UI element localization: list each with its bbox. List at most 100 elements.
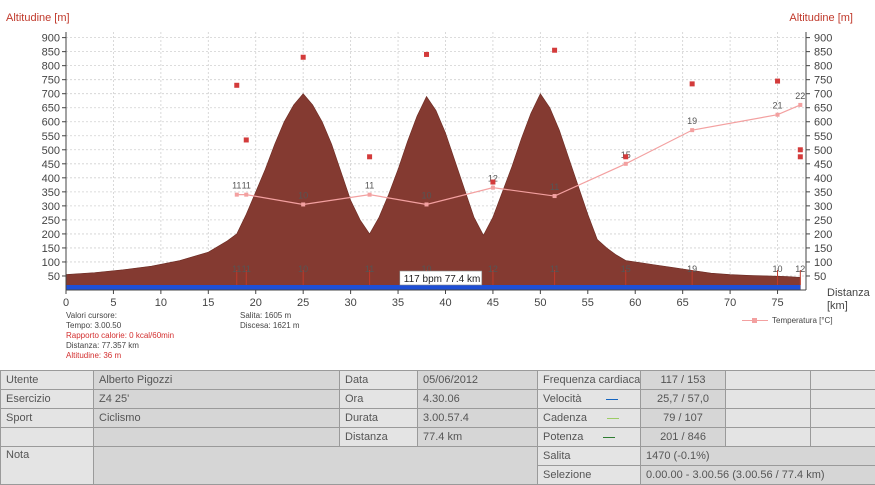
speed-line-icon <box>606 399 618 400</box>
hr-point <box>244 137 249 142</box>
y-tick-label-right: 300 <box>814 201 832 213</box>
cursor-time: Tempo: 3.00.50 <box>66 321 174 331</box>
y-tick-label-right: 250 <box>814 215 832 227</box>
date-value[interactable]: 05/06/2012 <box>418 371 538 390</box>
hr-point <box>798 147 803 152</box>
sport-label: Sport <box>1 409 94 428</box>
time-value[interactable]: 4.30.06 <box>418 390 538 409</box>
y-tick-label-left: 450 <box>42 159 60 171</box>
distance-value[interactable]: 77.4 km <box>418 428 538 447</box>
x-tick-label: 0 <box>63 297 69 309</box>
temperature-point <box>690 128 694 132</box>
y-tick-label-right: 650 <box>814 103 832 115</box>
y-tick-label-left: 550 <box>42 131 60 143</box>
x-tick-label: 55 <box>582 297 594 309</box>
cursor-title: Valori cursore: <box>66 311 174 321</box>
cadence-label: Cadenza <box>543 412 587 424</box>
table-row: Esercizio Z4 25' Ora 4.30.06 Velocità 25… <box>1 390 875 409</box>
hr-point <box>775 79 780 84</box>
duration-label: Durata <box>340 409 418 428</box>
y-tick-label-left: 50 <box>48 271 60 283</box>
cursor-values: Valori cursore: Tempo: 3.00.50 Rapporto … <box>66 311 174 361</box>
bottom-data-label: 11 <box>365 264 374 274</box>
temperature-point-label: 11 <box>242 181 251 191</box>
temperature-point-label: 21 <box>773 101 783 111</box>
temperature-swatch <box>742 320 768 321</box>
x-tick-label: 25 <box>297 297 309 309</box>
temperature-point-label: 10 <box>422 190 432 200</box>
temperature-point-label: 11 <box>232 181 241 191</box>
temperature-point <box>491 186 495 190</box>
temperature-point-label: 22 <box>795 91 805 101</box>
bottom-data-label: 11 <box>232 264 241 274</box>
bottom-data-label: 19 <box>687 264 697 274</box>
cursor-altitude: Altitudine: 36 m <box>66 351 174 361</box>
temperature-point <box>301 202 305 206</box>
temperature-point <box>553 194 557 198</box>
distance-label: Distanza <box>340 428 418 447</box>
climb-label: Salita <box>538 447 641 466</box>
bottom-data-label: 12 <box>488 264 498 274</box>
note-label: Nota <box>1 447 94 485</box>
exercise-value[interactable]: Z4 25' <box>94 390 340 409</box>
temperature-point <box>798 103 802 107</box>
bottom-data-label: 11 <box>550 264 559 274</box>
x-tick-label: 70 <box>724 297 736 309</box>
bottom-data-label: 12 <box>795 264 805 274</box>
hr-point <box>301 55 306 60</box>
cursor-distance: Distanza: 77.357 km <box>66 341 174 351</box>
y-tick-label-right: 150 <box>814 243 832 255</box>
y-tick-label-right: 450 <box>814 159 832 171</box>
user-value[interactable]: Alberto Pigozzi <box>94 371 340 390</box>
hr-point <box>490 180 495 185</box>
y-tick-label-right: 400 <box>814 173 832 185</box>
bottom-data-label: 11 <box>242 264 251 274</box>
time-label: Ora <box>340 390 418 409</box>
hr-point <box>552 48 557 53</box>
x-tick-label: 35 <box>392 297 404 309</box>
hr-point <box>798 154 803 159</box>
bottom-data-label: 10 <box>298 264 308 274</box>
temperature-point <box>776 113 780 117</box>
chart-legend: Temperatura [°C] <box>742 316 833 325</box>
table-row: Nota Salita 1470 (-0.1%) <box>1 447 875 466</box>
x-axis-unit: [km] <box>827 300 848 312</box>
x-tick-label: 15 <box>202 297 214 309</box>
climb-value: 1470 (-0.1%) <box>641 447 875 466</box>
y-tick-label-left: 700 <box>42 89 60 101</box>
speed-label: Velocità <box>543 393 582 405</box>
y-tick-label-left: 900 <box>42 33 60 45</box>
y-tick-label-left: 400 <box>42 173 60 185</box>
hr-value: 117 / 153 <box>641 371 726 390</box>
y-tick-label-right: 50 <box>814 271 826 283</box>
hr-cell: Frequenza cardiaca <box>538 371 641 390</box>
y-tick-label-left: 500 <box>42 145 60 157</box>
y-tick-label-right: 550 <box>814 131 832 143</box>
x-tick-label: 40 <box>439 297 451 309</box>
x-tick-label: 65 <box>677 297 689 309</box>
sport-value[interactable]: Ciclismo <box>94 409 340 428</box>
y-tick-label-left: 250 <box>42 215 60 227</box>
x-tick-label: 45 <box>487 297 499 309</box>
y-tick-label-left: 150 <box>42 243 60 255</box>
y-tick-label-left: 850 <box>42 47 60 59</box>
temperature-point-label: 19 <box>687 116 697 126</box>
hr-point <box>367 154 372 159</box>
y-tick-label-right: 200 <box>814 229 832 241</box>
x-tick-label: 10 <box>155 297 167 309</box>
duration-value[interactable]: 3.00.57.4 <box>418 409 538 428</box>
x-tick-label: 5 <box>110 297 116 309</box>
y-tick-label-left: 750 <box>42 75 60 87</box>
note-field[interactable] <box>94 447 538 485</box>
selection-label: Selezione <box>538 466 641 485</box>
cadence-line-icon <box>607 418 619 419</box>
y-tick-label-right: 700 <box>814 89 832 101</box>
date-label: Data <box>340 371 418 390</box>
y-tick-label-left: 800 <box>42 61 60 73</box>
user-label: Utente <box>1 371 94 390</box>
y-tick-label-right: 500 <box>814 145 832 157</box>
power-cell: Potenza <box>538 428 641 447</box>
hr-point <box>234 83 239 88</box>
hr-point <box>690 81 695 86</box>
y-tick-label-right: 600 <box>814 117 832 129</box>
